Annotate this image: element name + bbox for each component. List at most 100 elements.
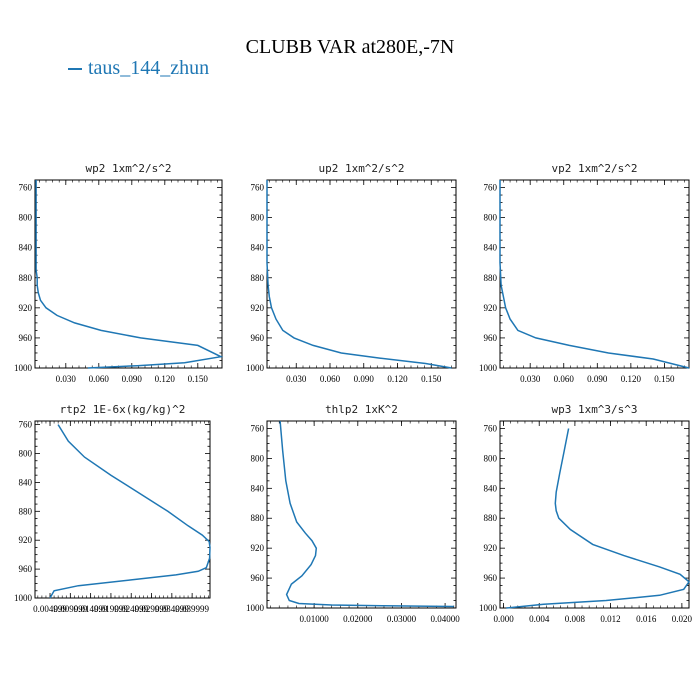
y-tick-label: 840 (19, 477, 33, 487)
y-tick-label: 920 (19, 535, 33, 545)
subplot-title: up2 1xm^2/s^2 (318, 162, 404, 175)
y-tick-label: 760 (484, 183, 498, 193)
y-tick-label: 880 (484, 513, 498, 523)
x-tick-label: 0.008 (565, 614, 586, 624)
y-tick-label: 760 (251, 183, 265, 193)
y-tick-label: 920 (19, 303, 33, 313)
y-tick-label: 760 (19, 420, 33, 430)
y-tick-label: 1000 (479, 363, 498, 373)
y-tick-label: 880 (19, 506, 33, 516)
x-tick-label: 0.024999 (114, 604, 148, 614)
x-tick-label: 0.019999 (94, 604, 128, 614)
y-tick-label: 760 (19, 183, 33, 193)
x-tick-label: 0.014999 (74, 604, 108, 614)
y-tick-label: 920 (251, 543, 265, 553)
y-tick-label: 880 (484, 273, 498, 283)
y-tick-label: 880 (251, 273, 265, 283)
subplot-4: rtp2 1E-6x(kg/kg)^2 760 800 840 880 920 960 100… (14, 403, 211, 614)
plot-frame (34, 179, 223, 369)
x-tick-label: 0.04000 (430, 614, 460, 624)
y-tick-label: 960 (19, 564, 33, 574)
x-tick-label: 0.03000 (387, 614, 417, 624)
y-tick-label: 1000 (246, 603, 265, 613)
x-tick-label: 0.060 (320, 374, 341, 384)
y-tick-label: 800 (251, 213, 265, 223)
x-tick-label: 0.120 (155, 374, 176, 384)
x-tick-label: 0.016 (636, 614, 657, 624)
series-line (266, 180, 452, 369)
y-tick-label: 960 (484, 573, 498, 583)
y-tick-label: 880 (19, 273, 33, 283)
x-tick-label: 0.030 (56, 374, 77, 384)
x-tick-label: 0.090 (354, 374, 375, 384)
y-tick-label: 760 (251, 423, 265, 433)
x-tick-label: 0.012 (600, 614, 620, 624)
y-tick-label: 840 (19, 243, 33, 253)
y-tick-label: 800 (251, 453, 265, 463)
y-tick-label: 1000 (14, 363, 33, 373)
series-line (279, 420, 454, 608)
x-tick-label: 0.02000 (343, 614, 373, 624)
plot-frame (266, 420, 457, 609)
subplot-title: vp2 1xm^2/s^2 (551, 162, 637, 175)
x-tick-label: 0.01000 (300, 614, 330, 624)
y-tick-label: 800 (484, 453, 498, 463)
plot-frame (499, 420, 690, 609)
series-line (35, 180, 224, 369)
y-tick-label: 1000 (246, 363, 265, 373)
series-line (506, 428, 691, 609)
subplot-title: wp3 1xm^3/s^3 (551, 403, 637, 416)
legend-label: taus_144_zhun (88, 57, 210, 79)
y-tick-label: 960 (19, 333, 33, 343)
y-tick-label: 840 (251, 483, 265, 493)
subplot-3: vp2 1xm^2/s^2 760 800 840 880 920 960 1000 0.030… (479, 162, 690, 384)
series-line (499, 180, 690, 369)
x-tick-label: 0.090 (587, 374, 608, 384)
y-tick-label: 880 (251, 513, 265, 523)
x-tick-label: 0.039999 (175, 604, 209, 614)
y-tick-label: 840 (251, 243, 265, 253)
y-tick-label: 840 (484, 483, 498, 493)
y-tick-label: 960 (484, 333, 498, 343)
plot-frame (266, 179, 457, 369)
x-tick-label: 0.030 (286, 374, 307, 384)
x-tick-label: 0.150 (421, 374, 442, 384)
y-tick-label: 920 (484, 303, 498, 313)
x-tick-label: 0.090 (122, 374, 143, 384)
y-tick-label: 800 (484, 213, 498, 223)
y-tick-label: 960 (251, 573, 265, 583)
x-tick-label: 0.004 (529, 614, 550, 624)
plot-frame (34, 420, 211, 599)
y-tick-label: 800 (19, 449, 33, 459)
y-tick-label: 1000 (479, 603, 498, 613)
legend-line-swatch (68, 68, 82, 71)
x-tick-label: 0.120 (387, 374, 408, 384)
x-tick-label: 0.029999 (135, 604, 169, 614)
legend: taus_144_zhun (68, 57, 209, 80)
subplot-6: wp3 1xm^3/s^3 760 800 840 880 920 960 10000.000… (479, 403, 692, 624)
x-tick-label: 0.009999 (53, 604, 87, 614)
subplot-title: thlp2 1xK^2 (325, 403, 398, 416)
subplot-title: rtp2 1E-6x(kg/kg)^2 (60, 403, 186, 416)
y-tick-label: 840 (484, 243, 498, 253)
y-tick-label: 760 (484, 423, 498, 433)
x-tick-label: 0.034999 (155, 604, 189, 614)
y-tick-label: 920 (484, 543, 498, 553)
x-tick-label: 0.060 (554, 374, 575, 384)
x-tick-label: 0.150 (654, 374, 675, 384)
figure-title: CLUBB VAR at280E,-7N (245, 36, 455, 58)
subplot-title: wp2 1xm^2/s^2 (85, 162, 171, 175)
x-tick-label: 0.060 (89, 374, 110, 384)
y-tick-label: 800 (19, 213, 33, 223)
x-tick-label: 0.020 (672, 614, 693, 624)
y-tick-label: 1000 (14, 593, 33, 603)
subplot-1: wp2 1xm^2/s^2 760 800 840 880 920 960 1000 0.030… (14, 162, 224, 384)
x-tick-label: 0.030 (520, 374, 541, 384)
series-line (49, 424, 211, 599)
x-tick-label: 0.004999 (33, 604, 67, 614)
x-tick-label: 0.150 (188, 374, 209, 384)
subplot-5: thlp2 1xK^2 760 800 840 880 920 960 1000 0.01000… (246, 403, 460, 624)
y-tick-label: 920 (251, 303, 265, 313)
y-tick-label: 960 (251, 333, 265, 343)
